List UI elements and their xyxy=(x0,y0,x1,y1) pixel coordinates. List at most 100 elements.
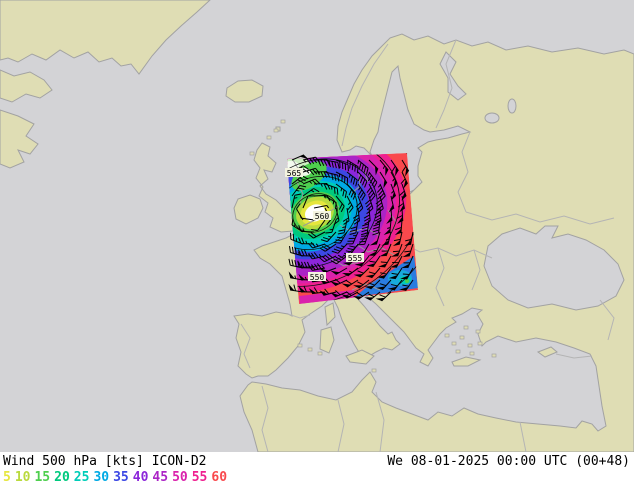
border-line xyxy=(457,131,471,213)
wind-barb xyxy=(401,255,414,269)
wind-barb xyxy=(311,219,326,232)
island-dot xyxy=(317,351,323,356)
icon-d2-domain: 565 560 555 550 xyxy=(285,153,418,304)
footer: Wind 500 hPa [kts] ICON-D2 We 08-01-2025… xyxy=(0,452,634,490)
wind-barb xyxy=(330,254,348,265)
contour-label: 555 xyxy=(346,253,364,263)
legend-value: 15 xyxy=(34,470,51,485)
island-dot xyxy=(475,329,481,334)
svg-text:550: 550 xyxy=(310,273,325,282)
border-line xyxy=(435,39,457,129)
border-line xyxy=(519,421,527,452)
wind-barb xyxy=(331,243,348,254)
wind-barb xyxy=(367,171,378,189)
land-crete xyxy=(451,356,482,367)
border-line xyxy=(341,43,389,147)
legend-value: 25 xyxy=(73,470,90,485)
wind-barb xyxy=(302,178,321,185)
legend-value: 10 xyxy=(14,470,31,485)
wind-barb xyxy=(404,231,414,247)
border-line xyxy=(240,323,251,369)
wind-barb xyxy=(335,195,345,213)
datetime-label: We 08-01-2025 00:00 UTC (00+48) xyxy=(387,454,630,469)
wind-barb xyxy=(337,219,348,235)
wind-barb xyxy=(308,231,326,239)
legend-value: 40 xyxy=(132,470,149,485)
wind-barb xyxy=(391,243,403,257)
border-line xyxy=(403,243,493,259)
bottom-magenta-fringe xyxy=(299,290,356,304)
wind-barb xyxy=(349,219,359,235)
domain-coast-line xyxy=(351,283,381,291)
wind-barb xyxy=(325,219,337,234)
wind-barb xyxy=(330,278,348,287)
wind-barb xyxy=(366,183,376,201)
small-islands xyxy=(249,119,497,373)
legend-value: 30 xyxy=(93,470,110,485)
contour-label: 550 xyxy=(308,272,326,282)
svg-text:565: 565 xyxy=(287,169,302,178)
wind-barb xyxy=(402,243,414,258)
wind-barb xyxy=(342,267,359,277)
island-dot xyxy=(467,343,473,348)
wind-barb xyxy=(352,291,370,300)
wind-barb xyxy=(367,243,381,256)
border-line xyxy=(471,249,481,291)
border-line xyxy=(555,353,593,359)
legend-value: 55 xyxy=(191,470,208,485)
wind-barb xyxy=(299,214,315,221)
wind-barb xyxy=(324,195,337,210)
wind-barb xyxy=(379,243,392,257)
se-green-dot xyxy=(405,279,409,283)
wind-barb xyxy=(346,183,357,200)
wind-barb xyxy=(390,171,398,189)
wind-barb xyxy=(353,267,370,278)
legend-row: 5 10 15 20 25 30 35 40 45 50 55 60 xyxy=(3,470,227,485)
wind-barb xyxy=(387,279,403,291)
island-dot xyxy=(463,325,469,330)
wind-barb xyxy=(400,171,408,189)
wind-barb xyxy=(291,154,309,161)
wind-barb xyxy=(375,195,384,214)
land-baffin xyxy=(0,69,53,103)
wind-barb xyxy=(366,255,381,268)
wind-barb xyxy=(394,219,403,236)
wind-barb xyxy=(375,291,392,302)
border-line xyxy=(375,391,385,452)
legend-value: 50 xyxy=(172,470,188,485)
wind-barb xyxy=(319,267,337,274)
wind-barb xyxy=(364,291,381,301)
land-corsica xyxy=(324,302,336,327)
product-label: Wind 500 hPa [kts] ICON-D2 xyxy=(3,454,207,469)
legend-value: 5 xyxy=(3,470,11,485)
wind-barb xyxy=(389,255,403,268)
wind-barb xyxy=(335,159,349,172)
wind-barb xyxy=(319,253,337,263)
contour-label: 565 xyxy=(285,168,303,178)
wind-barb xyxy=(291,193,302,209)
wind-barb xyxy=(319,243,337,252)
wind-barb xyxy=(378,255,392,268)
wind-barb xyxy=(313,204,330,209)
wind-barb xyxy=(358,231,370,246)
land-eurasia-africa xyxy=(233,33,634,452)
land-masses xyxy=(0,0,634,452)
island-dot xyxy=(451,341,457,346)
wind-barb xyxy=(302,195,315,209)
wind-barb xyxy=(291,175,309,185)
wind-barb xyxy=(302,188,320,197)
lake-onega xyxy=(507,98,517,114)
contour-line xyxy=(287,158,378,268)
island-dot xyxy=(444,333,450,338)
wind-barb xyxy=(379,159,389,176)
wind-barb xyxy=(392,231,403,247)
wind-barb xyxy=(341,279,359,288)
wind-barb xyxy=(346,159,359,174)
svg-text:560: 560 xyxy=(315,212,330,221)
wind-barb xyxy=(377,267,392,279)
domain-coast-line xyxy=(355,243,397,257)
wind-barb xyxy=(307,241,326,249)
legend-value: 20 xyxy=(54,470,70,485)
contour-labels: 565 560 555 550 xyxy=(285,168,364,282)
